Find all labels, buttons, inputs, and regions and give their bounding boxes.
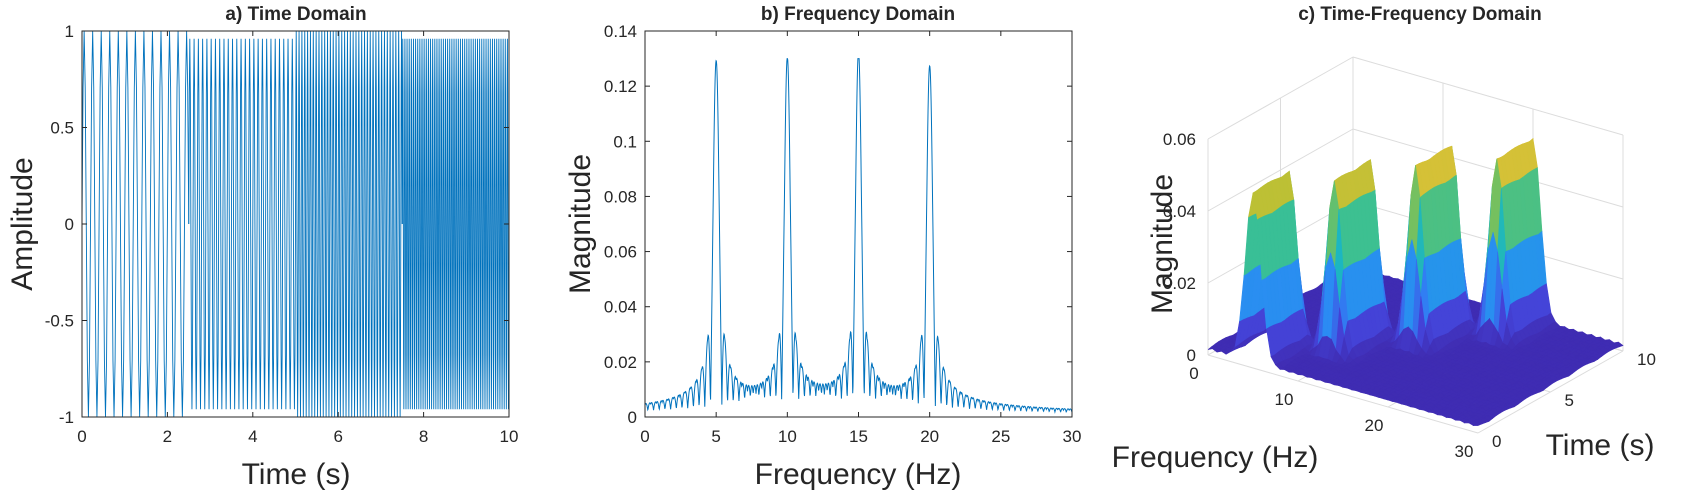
panel-b-xticks: 0 5 10 15 20 25 30	[640, 31, 1081, 446]
grid-line	[1207, 354, 1479, 434]
panel-b-ylabel: Magnitude	[564, 154, 597, 294]
z-tick-label: 0.04	[1163, 202, 1196, 221]
x-tick-label: 30	[1455, 442, 1474, 461]
x-tick-label: 10	[778, 427, 797, 446]
grid-line	[1352, 128, 1624, 208]
x-tick-label: 4	[248, 427, 257, 446]
x-tick-label: 20	[1365, 416, 1384, 435]
x-tick-label: 10	[1275, 390, 1294, 409]
panel-b-yticks: 0 0.02 0.04 0.06 0.08 0.1 0.12 0.14	[604, 22, 1072, 427]
panel-a-yticks: -1 -0.5 0 0.5 1	[45, 22, 509, 427]
y-tick-label: 0.06	[604, 243, 637, 262]
z-tick-label: 0.06	[1163, 130, 1196, 149]
y-tick-label: 0.1	[613, 132, 637, 151]
x-tick-label: 15	[849, 427, 868, 446]
y-tick-label: 0.12	[604, 77, 637, 96]
y-tick-label: 0.04	[604, 298, 637, 317]
y-tick-label: 10	[1637, 350, 1656, 369]
panel-a-title: a) Time Domain	[225, 4, 366, 25]
grid-line	[1352, 56, 1624, 136]
panel-c-xlabel: Frequency (Hz)	[1112, 441, 1319, 474]
panel-time-frequency-domain: c) Time-Frequency Domain 0 0.02 0.04 0.06 0 1…	[1112, 4, 1656, 474]
y-tick-label: 0.02	[604, 353, 637, 372]
time-domain-signal	[82, 31, 509, 417]
y-tick-label: 5	[1565, 391, 1574, 410]
x-tick-label: 0	[77, 427, 86, 446]
spectrum-path	[645, 58, 1072, 414]
panel-frequency-domain: b) Frequency Domain 0 5 10 15 20 25 30 0 0.02 0.…	[564, 4, 1081, 491]
x-tick-label: 0	[640, 427, 649, 446]
y-tick-label: 0.08	[604, 187, 637, 206]
x-tick-label: 20	[920, 427, 939, 446]
panel-b-xlabel: Frequency (Hz)	[755, 458, 962, 491]
x-tick-label: 6	[333, 427, 342, 446]
panel-time-domain: a) Time Domain 0 2 4 6 8 10 -1 -0.5 0 0.5 1 Time …	[6, 4, 518, 491]
y-tick-label: -0.5	[45, 312, 74, 331]
panel-b-title: b) Frequency Domain	[761, 4, 955, 25]
z-tick-label: 0	[1187, 346, 1196, 365]
y-tick-label: 0.14	[604, 22, 637, 41]
signal-segment-4	[401, 38, 509, 410]
spectrum-line	[645, 58, 1072, 414]
signal-segment-2	[188, 38, 296, 410]
x-tick-label: 10	[500, 427, 519, 446]
panel-c-zlabel: Magnitude	[1146, 174, 1179, 314]
y-tick-label: 0	[1492, 432, 1501, 451]
x-tick-label: 5	[711, 427, 720, 446]
surface-patch	[1472, 422, 1483, 426]
signal-segment-1	[82, 31, 190, 417]
x-tick-label: 2	[163, 427, 172, 446]
grid-line	[1477, 350, 1624, 434]
z-tick-label: 0.02	[1163, 274, 1196, 293]
panel-a-xlabel: Time (s)	[242, 458, 351, 491]
time-frequency-surface	[1207, 137, 1624, 426]
panel-a-ylabel: Amplitude	[6, 157, 39, 290]
panel-c-ylabel: Time (s)	[1546, 429, 1655, 462]
y-tick-label: 0	[628, 408, 637, 427]
x-tick-label: 0	[1189, 364, 1198, 383]
y-tick-label: 1	[65, 22, 74, 41]
y-tick-label: 0.5	[50, 119, 74, 138]
signal-segment-3	[295, 31, 403, 417]
panel-a-xticks: 0 2 4 6 8 10	[77, 31, 518, 446]
panel-c-title: c) Time-Frequency Domain	[1298, 4, 1542, 25]
y-tick-label: 0	[65, 215, 74, 234]
x-tick-label: 25	[991, 427, 1010, 446]
x-tick-label: 8	[419, 427, 428, 446]
y-tick-label: -1	[59, 408, 74, 427]
x-tick-label: 30	[1063, 427, 1082, 446]
panel-c-ticks: 0 0.02 0.04 0.06 0 10 20 30 0 5 10	[1163, 130, 1656, 461]
